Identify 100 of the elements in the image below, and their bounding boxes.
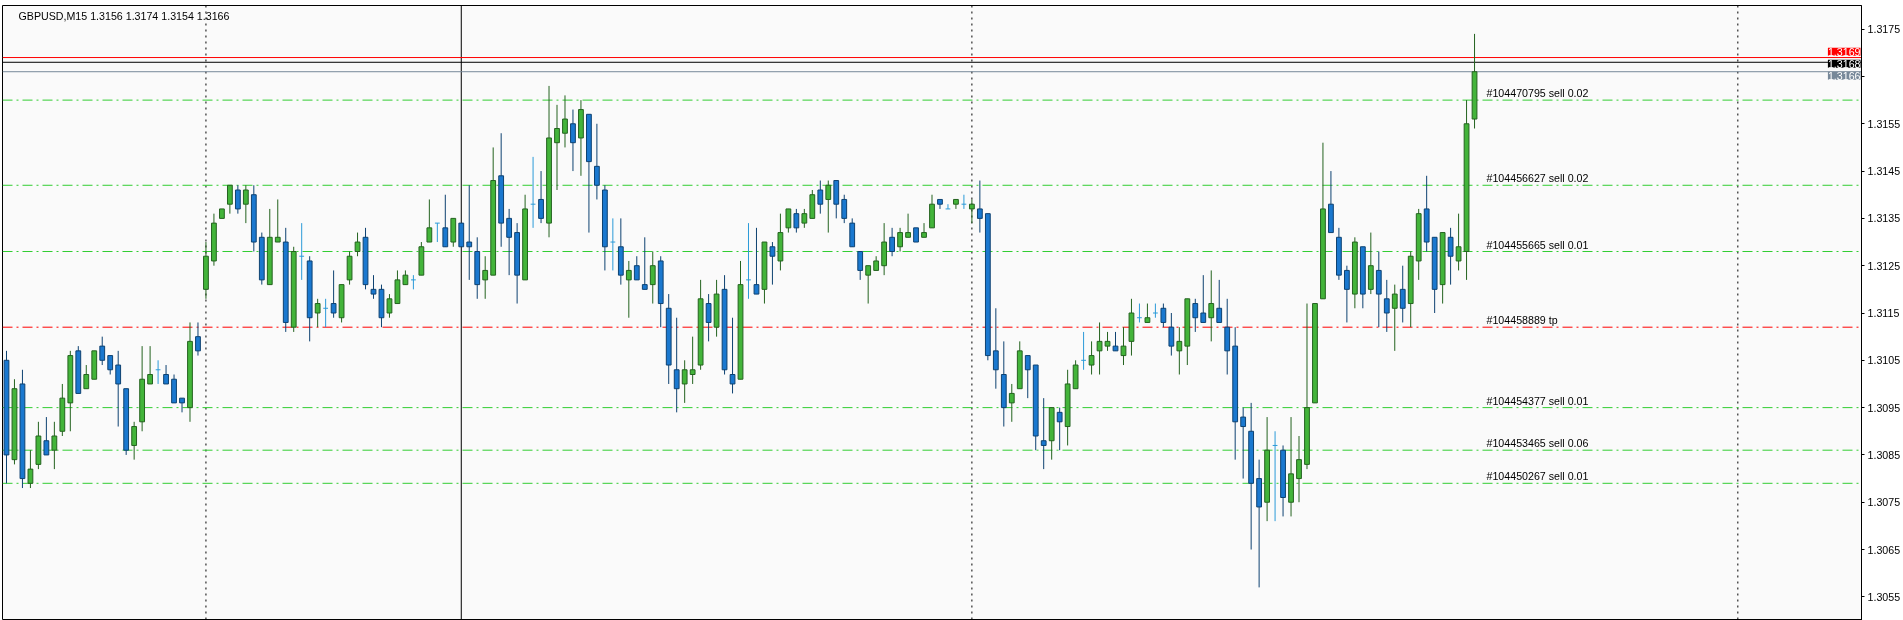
y-tick-label: 1.3065 bbox=[1867, 543, 1901, 556]
ref-line-label: 1.3168 bbox=[1827, 57, 1861, 70]
candlestick bbox=[83, 364, 90, 390]
candlestick bbox=[633, 255, 640, 281]
candlestick bbox=[1168, 312, 1175, 357]
candlestick bbox=[753, 227, 760, 295]
candlestick bbox=[1112, 331, 1119, 352]
candlestick bbox=[1375, 251, 1382, 328]
candlestick bbox=[1072, 359, 1079, 390]
candlestick bbox=[641, 236, 648, 290]
candlestick bbox=[1040, 397, 1047, 470]
y-tick-label: 1.3125 bbox=[1867, 259, 1901, 272]
candlestick bbox=[1391, 284, 1398, 352]
candlestick bbox=[1144, 303, 1151, 323]
candlestick bbox=[330, 269, 337, 319]
candlestick bbox=[234, 184, 241, 215]
candlestick bbox=[833, 180, 840, 219]
y-tick-label: 1.3145 bbox=[1867, 165, 1901, 178]
candlestick bbox=[107, 355, 114, 375]
candlestick bbox=[1160, 303, 1167, 328]
candlestick bbox=[27, 449, 34, 489]
candlestick bbox=[809, 189, 816, 219]
candlestick bbox=[673, 317, 680, 413]
candlestick bbox=[442, 194, 449, 248]
candlestick bbox=[1208, 269, 1215, 342]
candlestick bbox=[1343, 265, 1350, 323]
candlestick bbox=[115, 350, 122, 428]
candlestick bbox=[1120, 326, 1127, 366]
candlestick bbox=[681, 359, 688, 404]
candlestick bbox=[594, 123, 600, 200]
candlestick bbox=[171, 374, 177, 404]
y-tick-label: 1.3175 bbox=[1867, 23, 1901, 36]
candlestick bbox=[745, 222, 752, 300]
candlestick bbox=[1008, 383, 1015, 423]
candlestick bbox=[1240, 407, 1247, 480]
candlestick bbox=[43, 416, 50, 456]
candlestick bbox=[322, 298, 329, 328]
candlestick bbox=[298, 222, 305, 281]
candlestick bbox=[992, 307, 999, 390]
candlestick bbox=[482, 255, 489, 300]
candlestick bbox=[1399, 265, 1406, 323]
y-tick-label: 1.3075 bbox=[1867, 496, 1901, 509]
candlestick bbox=[1192, 298, 1199, 333]
candlestick bbox=[857, 251, 864, 281]
candlestick bbox=[689, 336, 696, 385]
candlestick bbox=[817, 180, 824, 215]
candlestick bbox=[226, 184, 233, 215]
ref-line-label: #104456627 sell 0.02 bbox=[1486, 172, 1589, 185]
candlestick bbox=[705, 293, 712, 342]
ref-line-label: #104458889 tp bbox=[1486, 314, 1558, 327]
candlestick bbox=[1224, 298, 1231, 375]
candlestick bbox=[314, 298, 321, 328]
chart-title: GBPUSD,M15 1.3156 1.3174 1.3154 1.3166 bbox=[18, 9, 230, 22]
candlestick bbox=[921, 222, 927, 238]
candlestick bbox=[1088, 340, 1095, 375]
y-tick-label: 1.3055 bbox=[1867, 590, 1901, 603]
candlestick bbox=[865, 265, 872, 305]
candlestick bbox=[458, 222, 465, 248]
candlestick bbox=[274, 198, 281, 243]
candlestick bbox=[506, 208, 513, 276]
candlestick bbox=[849, 217, 856, 248]
candlestick bbox=[450, 217, 457, 248]
candlestick bbox=[729, 317, 736, 394]
candlestick bbox=[346, 251, 353, 286]
candlestick bbox=[825, 180, 832, 234]
ref-line-label: #104450267 sell 0.01 bbox=[1486, 470, 1589, 483]
candlestick bbox=[1216, 279, 1223, 323]
candlestick bbox=[929, 194, 935, 229]
candlestick bbox=[1136, 303, 1143, 323]
candlestick bbox=[625, 260, 632, 319]
candlestick bbox=[1447, 227, 1454, 286]
y-tick-label: 1.3085 bbox=[1867, 448, 1901, 461]
ref-line-label: 1.3169 bbox=[1827, 45, 1861, 58]
candlestick bbox=[51, 421, 58, 470]
candlestick bbox=[434, 222, 441, 243]
candlestick bbox=[195, 321, 201, 357]
y-tick-label: 1.3135 bbox=[1867, 212, 1901, 225]
ref-line-label: #104453465 sell 0.06 bbox=[1486, 437, 1589, 450]
candlestick bbox=[1176, 326, 1183, 375]
candlestick bbox=[147, 345, 153, 385]
candlestick bbox=[905, 213, 911, 238]
y-tick-label: 1.3105 bbox=[1867, 354, 1901, 367]
candlestick bbox=[562, 94, 568, 148]
candlestick bbox=[841, 194, 848, 224]
candlestick bbox=[1383, 279, 1390, 333]
candlestick bbox=[945, 203, 951, 210]
candlestick bbox=[1455, 213, 1462, 271]
candlestick bbox=[354, 232, 361, 257]
candlestick bbox=[881, 222, 888, 276]
candlestick bbox=[554, 104, 560, 191]
candlestick bbox=[1367, 232, 1374, 295]
candlestick bbox=[99, 336, 106, 366]
candlestick bbox=[649, 251, 656, 305]
ref-line-label: #104454377 sell 0.01 bbox=[1486, 394, 1589, 407]
candlestick bbox=[769, 241, 776, 286]
candlestick bbox=[1024, 355, 1031, 399]
y-tick-label: 1.3155 bbox=[1867, 117, 1901, 130]
ref-line-label: #104455665 sell 0.01 bbox=[1486, 238, 1589, 251]
candlestick bbox=[570, 109, 576, 172]
candlestick bbox=[889, 227, 895, 257]
